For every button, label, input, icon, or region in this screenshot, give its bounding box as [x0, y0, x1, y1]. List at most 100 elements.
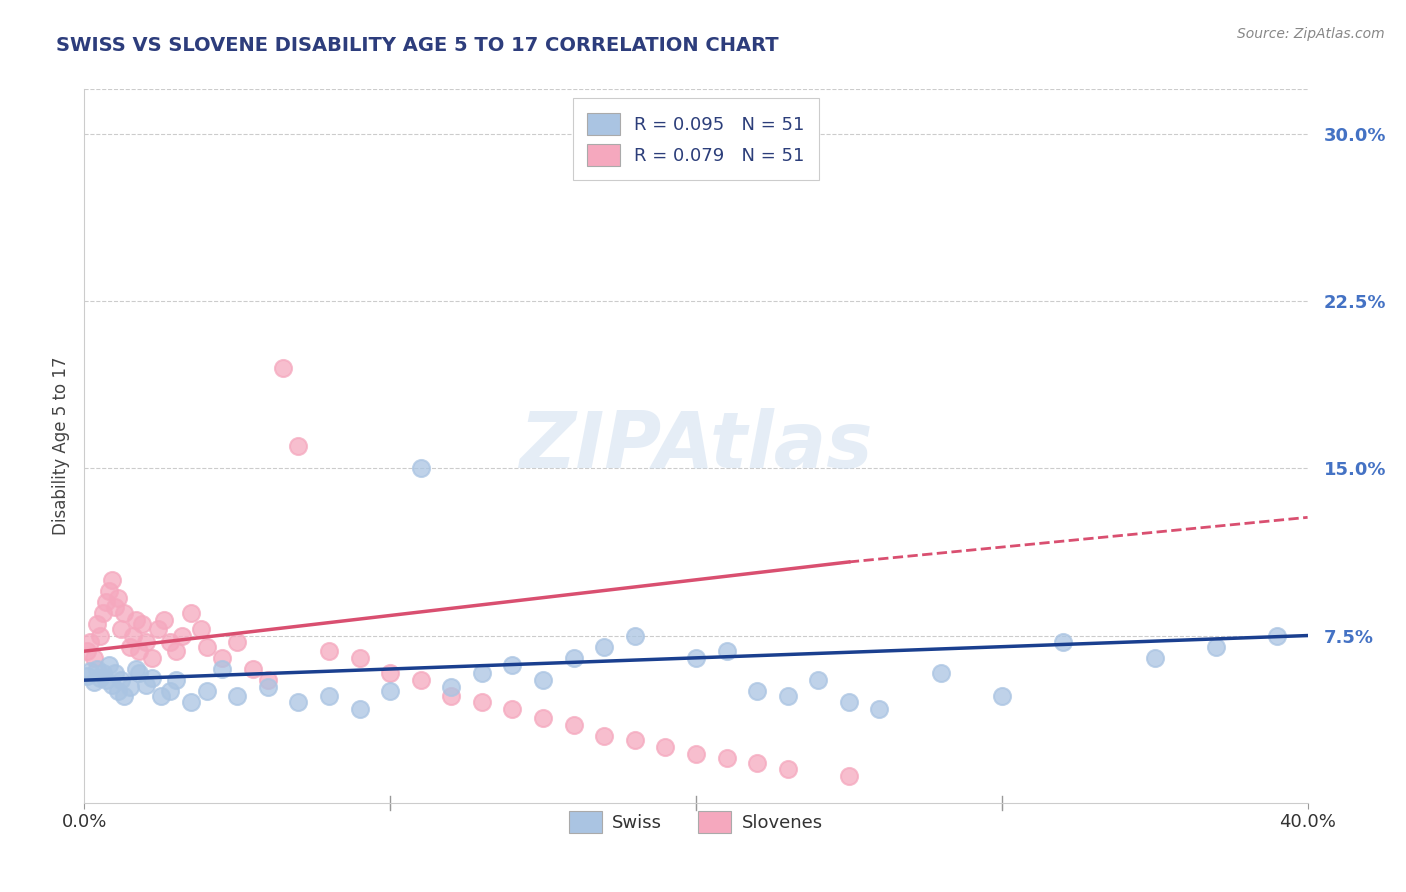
Point: [776, 762, 799, 776]
Point: [107, 684, 129, 698]
Point: [869, 702, 891, 716]
Point: [159, 684, 181, 698]
Point: [91, 607, 114, 621]
Point: [380, 666, 402, 681]
Point: [562, 717, 585, 731]
Point: [159, 635, 181, 649]
Point: [271, 360, 294, 375]
Point: [101, 573, 124, 587]
Point: [1052, 635, 1074, 649]
Point: [471, 666, 494, 681]
Point: [79, 664, 101, 679]
Point: [120, 680, 142, 694]
Point: [409, 461, 432, 475]
Point: [104, 599, 127, 614]
Point: [190, 622, 212, 636]
Point: [120, 640, 142, 654]
Point: [141, 671, 163, 685]
Point: [128, 666, 150, 681]
Point: [287, 696, 309, 710]
Point: [654, 740, 676, 755]
Point: [807, 673, 830, 687]
Point: [86, 662, 108, 676]
Point: [94, 595, 117, 609]
Point: [97, 583, 120, 598]
Point: [104, 666, 127, 681]
Point: [211, 662, 233, 676]
Point: [242, 662, 264, 676]
Point: [86, 617, 108, 632]
Point: [257, 673, 280, 687]
Point: [226, 635, 249, 649]
Point: [149, 689, 172, 703]
Point: [165, 673, 187, 687]
Point: [624, 733, 647, 747]
Point: [180, 607, 202, 621]
Point: [122, 628, 145, 642]
Point: [349, 651, 371, 665]
Point: [107, 591, 129, 605]
Point: [195, 684, 218, 698]
Point: [502, 702, 524, 716]
Point: [502, 657, 524, 672]
Point: [146, 622, 169, 636]
Point: [380, 684, 402, 698]
Point: [195, 640, 218, 654]
Point: [531, 711, 554, 725]
Point: [716, 751, 738, 765]
Point: [83, 675, 105, 690]
Point: [91, 666, 114, 681]
Point: [226, 689, 249, 703]
Point: [440, 689, 463, 703]
Text: Source: ZipAtlas.com: Source: ZipAtlas.com: [1237, 27, 1385, 41]
Point: [110, 673, 132, 687]
Point: [128, 644, 150, 658]
Point: [97, 657, 120, 672]
Point: [562, 651, 585, 665]
Point: [110, 622, 132, 636]
Point: [318, 644, 340, 658]
Point: [79, 635, 101, 649]
Point: [125, 613, 148, 627]
Point: [776, 689, 799, 703]
Point: [838, 696, 860, 710]
Point: [135, 678, 157, 692]
Point: [991, 689, 1014, 703]
Point: [1265, 628, 1288, 642]
Point: [471, 696, 494, 710]
Point: [685, 747, 707, 761]
Point: [101, 678, 124, 692]
Point: [716, 644, 738, 658]
Point: [83, 651, 105, 665]
Point: [153, 613, 176, 627]
Point: [685, 651, 707, 665]
Point: [1205, 640, 1227, 654]
Y-axis label: Disability Age 5 to 17: Disability Age 5 to 17: [52, 357, 70, 535]
Point: [838, 769, 860, 783]
Point: [1143, 651, 1166, 665]
Point: [112, 689, 135, 703]
Point: [624, 628, 647, 642]
Point: [131, 617, 153, 632]
Point: [531, 673, 554, 687]
Text: SWISS VS SLOVENE DISABILITY AGE 5 TO 17 CORRELATION CHART: SWISS VS SLOVENE DISABILITY AGE 5 TO 17 …: [56, 36, 779, 54]
Text: ZIPAtlas: ZIPAtlas: [519, 408, 873, 484]
Point: [257, 680, 280, 694]
Point: [287, 439, 309, 453]
Point: [125, 662, 148, 676]
Point: [141, 651, 163, 665]
Point: [747, 684, 769, 698]
Point: [172, 628, 194, 642]
Point: [409, 673, 432, 687]
Point: [318, 689, 340, 703]
Point: [929, 666, 952, 681]
Point: [89, 671, 111, 685]
Point: [76, 644, 98, 658]
Point: [135, 635, 157, 649]
Point: [112, 607, 135, 621]
Point: [165, 644, 187, 658]
Legend: Swiss, Slovenes: Swiss, Slovenes: [562, 804, 830, 840]
Point: [593, 640, 616, 654]
Point: [349, 702, 371, 716]
Point: [593, 729, 616, 743]
